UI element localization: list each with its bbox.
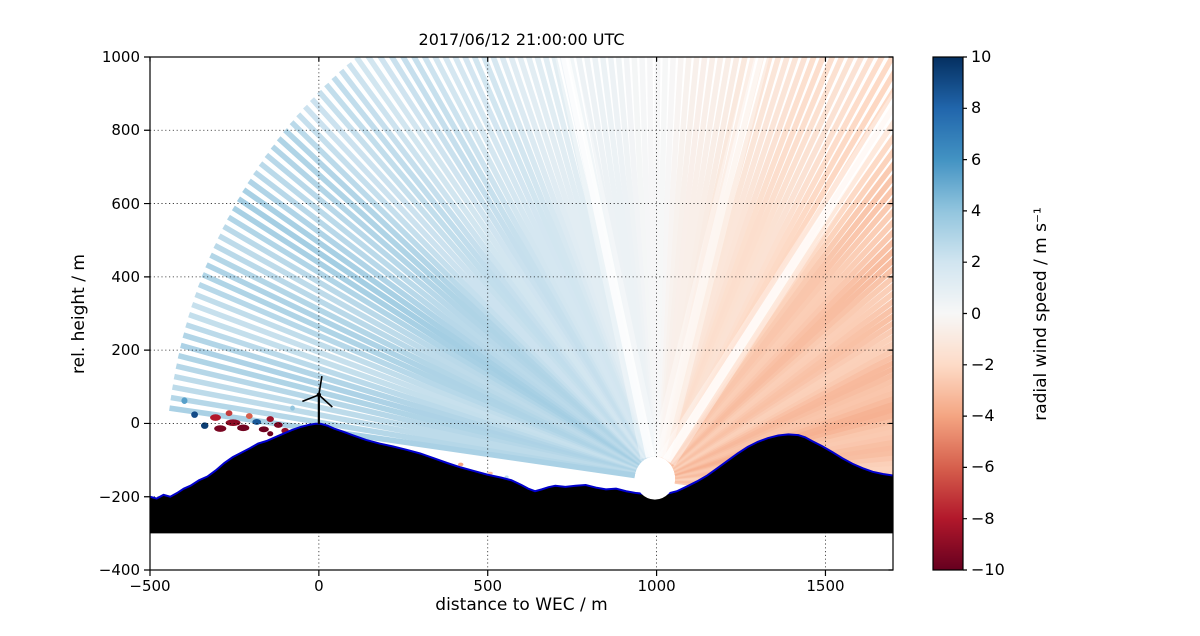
colorbar-tick-label: −4 (971, 406, 995, 426)
colorbar-tick-label: −6 (971, 457, 995, 477)
y-tick-label: 0 (130, 414, 140, 433)
colorbar-tick-label: −2 (971, 354, 995, 374)
chart-title: 2017/06/12 21:00:00 UTC (418, 30, 625, 49)
y-tick-label: 1000 (101, 48, 140, 66)
colorbar-tick-label: 4 (971, 200, 982, 220)
x-axis-label: distance to WEC / m (435, 595, 608, 615)
colorbar-label: radial wind speed / m s⁻¹ (1031, 207, 1051, 421)
y-tick-label: 600 (111, 194, 140, 213)
y-tick-label: 200 (111, 341, 140, 360)
colorbar-tick-label: 2 (971, 252, 982, 272)
x-tick-label: 500 (473, 577, 503, 595)
colorbar-tick-label: −10 (971, 560, 1005, 579)
colorbar-tick-label: 0 (971, 303, 982, 323)
x-tick-label: −500 (129, 577, 171, 595)
colorbar-tick-label: 10 (971, 47, 992, 66)
y-tick-label: −200 (98, 487, 140, 506)
colorbar-tick-label: −8 (971, 508, 995, 528)
y-tick-label: 400 (111, 267, 140, 286)
y-tick-label: −400 (98, 561, 140, 579)
x-tick-label: 1000 (637, 577, 676, 595)
colorbar-tick-label: 8 (971, 98, 982, 118)
y-tick-label: 800 (111, 121, 140, 140)
colorbar-tick-label: 6 (971, 149, 982, 169)
x-tick-label: 1500 (806, 577, 845, 595)
x-tick-label: 0 (314, 577, 324, 595)
